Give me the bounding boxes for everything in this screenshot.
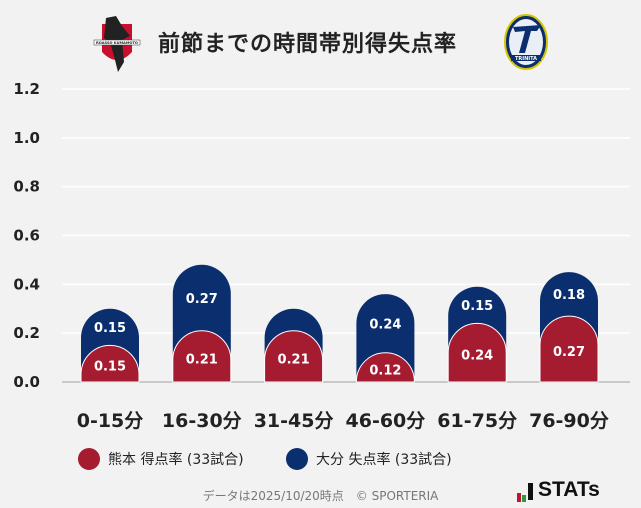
- data-label-away: 0.15: [94, 321, 126, 336]
- bar-home-scored: [539, 315, 599, 383]
- data-label-home: 0.21: [278, 352, 310, 367]
- home-logo-text: ROASSO KUMAMOTO: [96, 41, 138, 45]
- bar-home-scored: [80, 344, 140, 383]
- y-tick-label: 0.6: [13, 227, 40, 245]
- stats-brand-logo: STATs: [517, 478, 600, 502]
- data-label-home: 0.12: [369, 363, 401, 378]
- data-label-home: 0.27: [553, 345, 585, 360]
- y-tick-label: 0.8: [13, 178, 40, 196]
- data-label-away: 0.27: [186, 292, 218, 307]
- stacked-bar-chart: 0.0 0.2 0.4 0.6 0.8 1.0 1.2 0.15 0.15 0-15分 0.21 0.…: [13, 80, 630, 432]
- bar-home-scored: [264, 330, 324, 383]
- data-label-away: 0.18: [553, 288, 585, 303]
- data-date-note: データは2025/10/20時点 © SPORTERIA: [202, 489, 439, 503]
- legend-label-away: 大分 失点率 (33試合): [316, 452, 452, 468]
- bar-home-scored: [172, 330, 232, 383]
- home-team-logo: ROASSO KUMAMOTO: [93, 16, 141, 72]
- legend-item-home: 熊本 得点率 (33試合): [78, 448, 244, 470]
- y-tick-label: 0.2: [13, 324, 40, 342]
- y-tick-label: 0.4: [13, 275, 40, 293]
- data-label-away: 0.24: [369, 317, 401, 332]
- chart-title: 前節までの時間帯別得失点率: [158, 32, 458, 57]
- data-label-home: 0.15: [94, 360, 126, 375]
- y-tick-label: 1.0: [13, 129, 40, 147]
- x-tick-label: 16-30分: [162, 410, 242, 432]
- data-label-home: 0.24: [461, 349, 493, 364]
- x-tick-label: 76-90分: [529, 410, 609, 432]
- x-tick-label: 31-45分: [254, 410, 334, 432]
- legend-label-home: 熊本 得点率 (33試合): [108, 452, 244, 468]
- legend-swatch-home: [78, 448, 100, 470]
- x-tick-label: 0-15分: [77, 410, 144, 432]
- x-tick-label: 61-75分: [437, 410, 517, 432]
- legend-item-away: 大分 失点率 (33試合): [286, 448, 452, 470]
- x-tick-label: 46-60分: [346, 410, 426, 432]
- stats-brand-text: STATs: [538, 478, 600, 501]
- away-logo-text: TRINITA: [515, 56, 537, 62]
- y-tick-label: 1.2: [13, 80, 40, 98]
- data-label-home: 0.21: [186, 352, 218, 367]
- away-team-logo: TRINITA: [504, 14, 548, 70]
- legend-swatch-away: [286, 448, 308, 470]
- data-label-away: 0.15: [461, 299, 493, 314]
- y-tick-label: 0.0: [13, 373, 40, 391]
- bar-home-scored: [447, 322, 507, 383]
- bar-home-scored: [355, 352, 415, 383]
